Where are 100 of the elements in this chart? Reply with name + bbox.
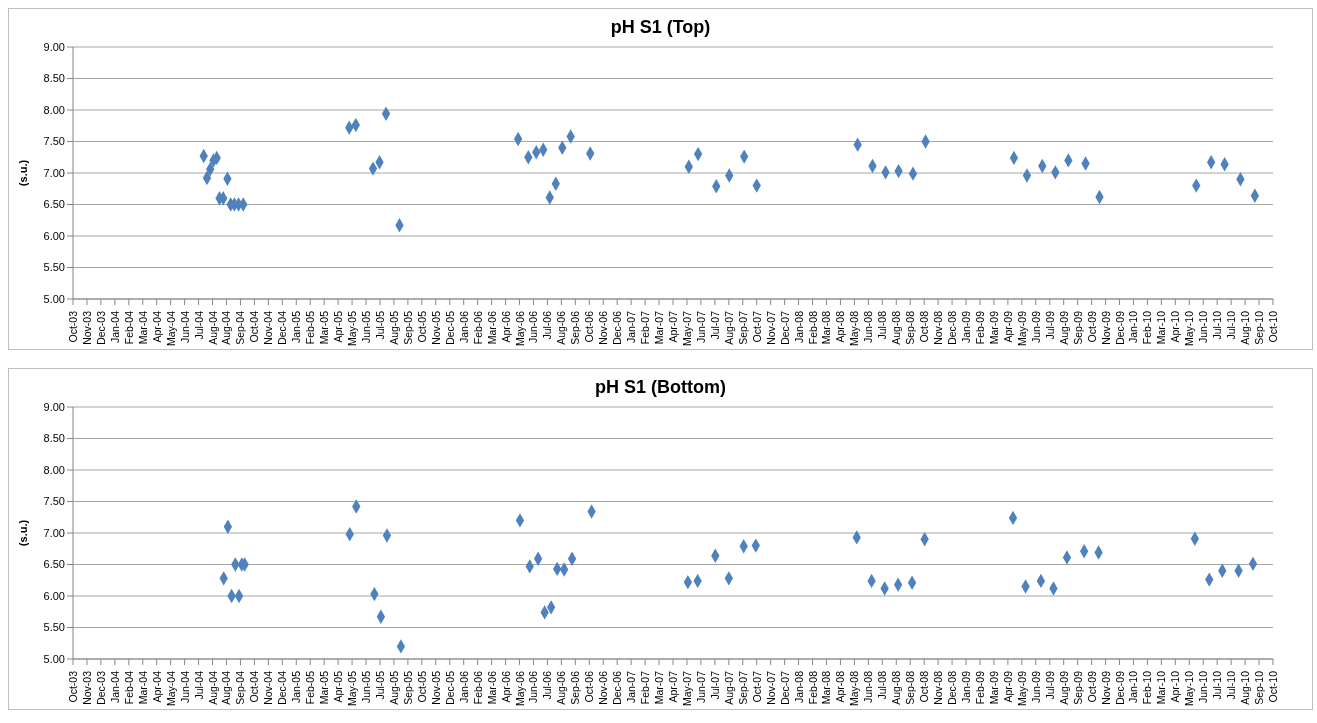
- x-tick-label: Feb-10: [1141, 310, 1154, 345]
- x-tick-label: Apr-05: [332, 670, 345, 703]
- x-tick-label: Jul-06: [541, 670, 554, 700]
- y-tick-label: 8.50: [43, 432, 65, 445]
- x-tick-label: Dec-06: [611, 670, 624, 705]
- x-tick-label: Dec-05: [443, 670, 456, 705]
- x-tick-label: Apr-10: [1169, 670, 1182, 703]
- x-tick-label: Aug-04: [220, 310, 233, 345]
- x-tick-label: Dec-08: [946, 310, 959, 345]
- x-tick-label: Oct-05: [415, 310, 428, 343]
- y-tick-label: 6.00: [43, 229, 65, 242]
- y-tick-label: 6.00: [43, 589, 65, 602]
- x-tick-label: Jul-09: [1043, 670, 1056, 700]
- x-tick-label: Mar-09: [987, 670, 1000, 705]
- x-tick-label: May-08: [848, 310, 861, 347]
- x-tick-label: Nov-03: [80, 670, 93, 705]
- x-tick-label: Mar-10: [1155, 670, 1168, 705]
- x-tick-label: Apr-08: [834, 310, 847, 343]
- x-tick-label: Oct-09: [1085, 310, 1098, 343]
- x-tick-label: Oct-08: [918, 670, 931, 703]
- x-tick-label: Feb-08: [806, 310, 819, 345]
- x-tick-label: Nov-08: [932, 670, 945, 705]
- x-tick-label: Jul-10: [1211, 670, 1224, 700]
- x-tick-label: Oct-03: [67, 310, 79, 343]
- x-tick-label: Jul-08: [876, 310, 889, 340]
- x-tick-label: Dec-07: [778, 310, 791, 345]
- y-tick-label: 5.00: [43, 652, 65, 665]
- x-tick-label: Sep-08: [904, 310, 917, 345]
- x-tick-label: Oct-09: [1085, 670, 1098, 703]
- x-tick-label: Jun-07: [694, 310, 707, 344]
- x-tick-label: Dec-04: [276, 310, 289, 345]
- x-tick-label: Jul-10: [1225, 670, 1238, 700]
- x-tick-label: Aug-04: [206, 310, 219, 345]
- x-tick-label: Sep-06: [569, 670, 582, 705]
- x-tick-label: Jul-10: [1225, 310, 1238, 340]
- x-tick-label: Dec-05: [443, 310, 456, 345]
- x-tick-label: Apr-06: [499, 310, 512, 343]
- x-tick-label: May-07: [680, 310, 693, 347]
- x-tick-label: Mar-04: [136, 670, 149, 705]
- x-tick-label: Jan-05: [290, 310, 303, 344]
- x-tick-label: Apr-09: [1001, 670, 1014, 703]
- x-tick-label: Nov-04: [262, 310, 275, 345]
- x-tick-label: May-04: [164, 310, 177, 347]
- x-tick-label: Sep-09: [1071, 670, 1084, 705]
- x-tick-label: Oct-10: [1267, 670, 1279, 703]
- x-tick-label: Feb-10: [1141, 670, 1154, 705]
- x-tick-label: Dec-04: [276, 670, 289, 705]
- x-tick-label: Jan-07: [625, 310, 638, 344]
- x-tick-label: Oct-04: [248, 670, 261, 703]
- x-tick-label: Jul-04: [192, 310, 205, 340]
- x-tick-label: Mar-09: [987, 310, 1000, 345]
- x-tick-label: Aug-06: [555, 310, 568, 345]
- x-tick-label: Sep-04: [234, 310, 247, 345]
- x-tick-label: Dec-08: [946, 670, 959, 705]
- x-tick-label: Dec-03: [94, 670, 107, 705]
- x-tick-label: Mar-04: [136, 310, 149, 345]
- x-tick-label: Oct-03: [67, 670, 79, 703]
- x-tick-label: Apr-06: [499, 670, 512, 703]
- x-tick-label: Sep-09: [1071, 310, 1084, 345]
- x-tick-label: Dec-03: [94, 310, 107, 345]
- x-tick-label: Jan-09: [960, 310, 973, 344]
- y-axis-title: (s.u.): [16, 519, 29, 547]
- x-tick-label: Feb-05: [304, 310, 317, 345]
- x-tick-label: Mar-10: [1155, 310, 1168, 345]
- x-tick-label: Feb-05: [304, 670, 317, 705]
- x-tick-label: Jan-05: [290, 670, 303, 704]
- y-tick-label: 8.50: [43, 72, 65, 85]
- x-tick-label: Aug-07: [722, 670, 735, 705]
- y-tick-label: 5.50: [43, 621, 65, 634]
- x-tick-label: Oct-04: [248, 310, 261, 343]
- x-tick-label: May-09: [1015, 670, 1028, 707]
- x-tick-label: Jan-10: [1127, 310, 1140, 344]
- x-tick-label: May-05: [346, 670, 359, 707]
- x-tick-label: May-09: [1015, 310, 1028, 347]
- x-tick-label: Mar-05: [318, 670, 331, 705]
- x-tick-label: Aug-08: [890, 310, 903, 345]
- x-tick-label: Sep-10: [1253, 310, 1266, 345]
- x-tick-label: Nov-08: [932, 310, 945, 345]
- x-tick-label: Jan-04: [108, 670, 121, 704]
- x-tick-label: Jan-07: [625, 670, 638, 704]
- x-tick-label: Jan-08: [792, 670, 805, 704]
- x-tick-label: Feb-06: [471, 310, 484, 345]
- x-tick-label: May-06: [513, 310, 526, 347]
- x-tick-label: Apr-09: [1001, 310, 1014, 343]
- x-tick-label: Nov-06: [597, 310, 610, 345]
- x-tick-label: Mar-06: [485, 670, 498, 705]
- x-tick-label: Mar-07: [653, 670, 666, 705]
- x-tick-label: Jan-08: [792, 310, 805, 344]
- y-axis-title: (s.u.): [16, 159, 29, 187]
- y-tick-label: 6.50: [43, 198, 65, 211]
- y-tick-label: 9.00: [43, 400, 65, 413]
- x-tick-label: Nov-06: [597, 670, 610, 705]
- x-tick-label: Jul-08: [876, 670, 889, 700]
- x-tick-label: Apr-05: [332, 310, 345, 343]
- y-tick-label: 5.50: [43, 261, 65, 274]
- x-tick-label: Jun-09: [1029, 310, 1042, 344]
- x-tick-label: May-06: [513, 670, 526, 707]
- x-tick-label: Jun-08: [862, 310, 875, 344]
- x-tick-label: Feb-09: [973, 670, 986, 705]
- x-tick-label: Mar-05: [318, 310, 331, 345]
